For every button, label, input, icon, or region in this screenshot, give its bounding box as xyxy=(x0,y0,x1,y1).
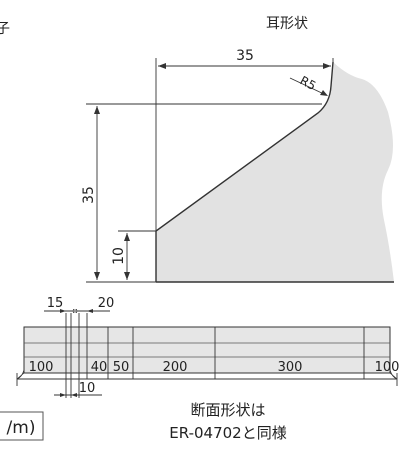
dim-lip-label: 10 xyxy=(111,247,127,265)
top-dim-arrows xyxy=(60,309,93,313)
bottom-dim-1: 100 xyxy=(29,360,54,375)
section-right-ear xyxy=(389,369,398,380)
under-dim-label: 10 xyxy=(79,381,96,396)
bottom-dim-2: 40 xyxy=(91,360,108,375)
bottom-dim-6: 100 xyxy=(375,360,400,375)
top-dim-right-label: 20 xyxy=(98,296,115,311)
bottom-dim-5: 300 xyxy=(278,360,303,375)
section-bottom-dims xyxy=(16,373,398,386)
section-left-ear xyxy=(16,369,25,380)
under-dim xyxy=(54,393,102,397)
ear-profile-fill xyxy=(156,62,394,282)
dim-top-label: 35 xyxy=(236,48,254,64)
radius-arrow xyxy=(320,90,328,96)
top-dim-left-label: 15 xyxy=(47,296,64,311)
bottom-dim-3: 50 xyxy=(113,360,130,375)
partial-left-glyph: 子 xyxy=(0,21,10,37)
unit-box xyxy=(0,411,44,441)
section-view xyxy=(16,313,398,398)
under-dim-arrows xyxy=(60,393,77,397)
section-note-line-1: 断面形状は xyxy=(190,401,265,419)
bottom-dim-4: 200 xyxy=(163,360,188,375)
dim-radius-label: R5 xyxy=(298,73,319,93)
radius-leader xyxy=(289,77,327,96)
section-note-line-2: ER-04702と同様 xyxy=(169,424,286,442)
ear-profile-outline xyxy=(155,61,334,282)
unit-box-text: /m) xyxy=(7,418,36,438)
ear-shape-drawing xyxy=(86,58,394,283)
section-body xyxy=(23,326,391,374)
ear-shape-title: 耳形状 xyxy=(266,16,308,32)
dim-height-label: 35 xyxy=(81,186,97,204)
section-top-dims xyxy=(44,309,110,313)
